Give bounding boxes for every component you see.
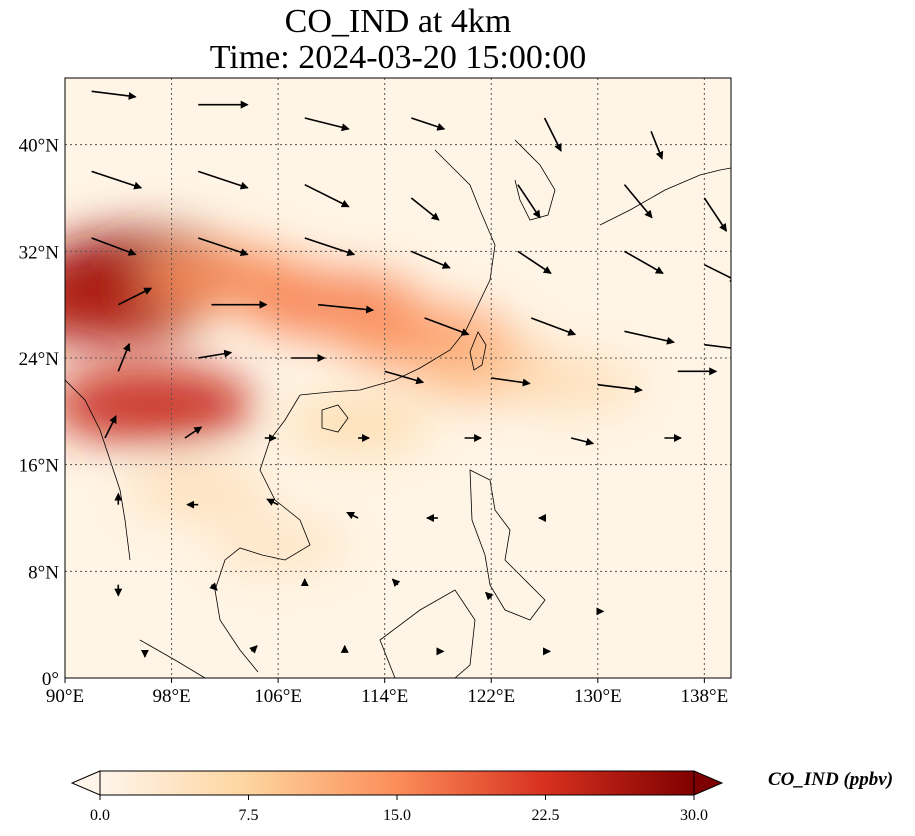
wind-arrow-19 bbox=[704, 263, 731, 282]
lon-tick-label-4: 122°E bbox=[467, 686, 515, 707]
wind-arrow-50 bbox=[391, 578, 401, 587]
lon-tick-label-5: 130°E bbox=[574, 686, 622, 707]
colorbar-tick-label-1: 7.5 bbox=[239, 807, 259, 824]
coastline-sumatra bbox=[139, 639, 206, 678]
colorbar-tick-label-4: 30.0 bbox=[680, 807, 708, 824]
wind-arrow-4 bbox=[543, 117, 562, 152]
co-plume-8 bbox=[284, 397, 432, 453]
wind-arrow-16 bbox=[411, 250, 451, 269]
coastline-china bbox=[299, 149, 496, 396]
coastline-myanmar bbox=[65, 379, 131, 561]
wind-arrow-48 bbox=[209, 582, 218, 591]
lon-tick-label-2: 106°E bbox=[254, 686, 302, 707]
wind-arrow-0 bbox=[91, 90, 137, 100]
colorbar-tick-label-3: 22.5 bbox=[532, 807, 560, 824]
co-plume-10 bbox=[126, 464, 271, 519]
coastline-indochina bbox=[214, 394, 311, 673]
coastlines bbox=[65, 139, 731, 678]
colorbar-tick-label-2: 15.0 bbox=[383, 807, 411, 824]
wind-arrow-22 bbox=[318, 303, 375, 314]
colorbar-extend-high bbox=[693, 770, 724, 796]
wind-arrow-31 bbox=[491, 377, 531, 387]
wind-arrow-8 bbox=[304, 183, 350, 208]
lon-tick-label-3: 114°E bbox=[361, 686, 408, 707]
co-plume-6 bbox=[499, 357, 644, 412]
coastline-hainan bbox=[321, 404, 349, 433]
wind-arrow-20 bbox=[117, 287, 153, 306]
wind-arrow-13 bbox=[91, 237, 137, 256]
lat-tick-label-4: 32°N bbox=[19, 242, 60, 263]
wind-arrow-43 bbox=[266, 498, 279, 506]
wind-arrow-23 bbox=[424, 317, 470, 336]
wind-arrow-26 bbox=[704, 343, 731, 349]
wind-arrow-11 bbox=[623, 184, 653, 219]
coastline-philippines bbox=[469, 469, 546, 621]
chart-title-line2: Time: 2024-03-20 15:00:00 bbox=[209, 39, 587, 76]
wind-arrow-15 bbox=[304, 237, 356, 257]
wind-arrow-25 bbox=[624, 330, 675, 345]
wind-vectors bbox=[91, 90, 731, 658]
map-frame bbox=[64, 77, 732, 679]
colorbar-extend-low bbox=[70, 770, 101, 796]
wind-arrow-18 bbox=[624, 250, 664, 275]
wind-arrow-9 bbox=[410, 197, 440, 221]
co-plume-7 bbox=[65, 366, 254, 444]
wind-arrow-5 bbox=[650, 131, 664, 160]
map-panel bbox=[64, 77, 732, 679]
lat-tick-label-1: 8°N bbox=[28, 562, 59, 583]
colorbar: 0.0 7.5 15.0 22.5 30.0 bbox=[70, 770, 724, 824]
lon-tick-label-1: 98°E bbox=[152, 686, 190, 707]
wind-arrow-7 bbox=[197, 170, 249, 190]
wind-arrow-27 bbox=[117, 342, 131, 372]
wind-arrow-34 bbox=[104, 415, 117, 439]
wind-arrow-51 bbox=[485, 591, 494, 601]
wind-arrow-3 bbox=[411, 117, 446, 131]
colorbar-tick-label-0: 0.0 bbox=[90, 807, 110, 824]
colorbar-gradient bbox=[99, 770, 695, 796]
wind-arrow-17 bbox=[517, 250, 552, 274]
wind-arrow-12 bbox=[703, 197, 728, 232]
wind-arrow-14 bbox=[197, 237, 249, 257]
colorbar-ticks: 0.0 7.5 15.0 22.5 30.0 bbox=[90, 795, 708, 824]
colorbar-label: CO_IND (ppbv) bbox=[768, 769, 894, 790]
chart-title-line1: CO_IND at 4km bbox=[284, 3, 512, 40]
graticule bbox=[65, 78, 731, 678]
axis-ticks: 90°E 98°E 106°E 114°E 122°E 130°E 138°E 0° 8°N 16… bbox=[19, 136, 729, 707]
coastline-taiwan bbox=[469, 331, 487, 371]
wind-arrow-54 bbox=[249, 645, 258, 654]
wind-arrow-44 bbox=[346, 511, 359, 520]
lon-tick-label-0: 90°E bbox=[46, 686, 84, 707]
wind-arrow-10 bbox=[517, 184, 541, 219]
wind-arrow-2 bbox=[304, 117, 350, 132]
lon-tick-label-6: 138°E bbox=[681, 686, 729, 707]
lat-tick-label-5: 40°N bbox=[19, 136, 60, 157]
wind-arrow-24 bbox=[530, 317, 577, 336]
wind-arrow-28 bbox=[198, 349, 233, 359]
lat-tick-label-3: 24°N bbox=[19, 349, 60, 370]
coastline-japan bbox=[599, 167, 731, 226]
coastline-korea bbox=[514, 139, 556, 221]
wind-arrow-35 bbox=[184, 426, 203, 439]
wind-arrow-6 bbox=[91, 170, 143, 190]
wind-arrow-32 bbox=[597, 383, 643, 394]
lat-tick-label-0: 0° bbox=[42, 669, 59, 690]
lat-tick-label-2: 16°N bbox=[19, 456, 60, 477]
coastline-borneo bbox=[379, 589, 476, 678]
wind-arrow-30 bbox=[384, 370, 425, 385]
wind-arrow-39 bbox=[570, 437, 595, 446]
